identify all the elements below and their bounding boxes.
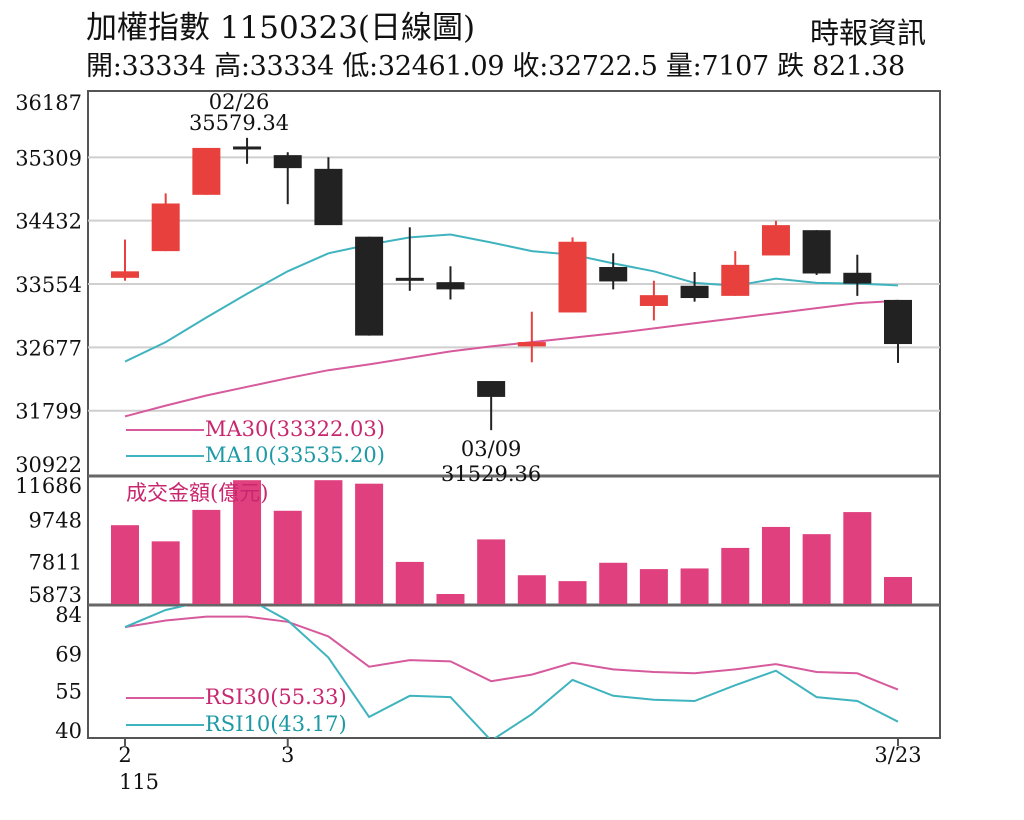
volume-bar — [355, 483, 384, 604]
candle-body — [233, 146, 262, 150]
volume-bar — [477, 539, 506, 604]
ohlc-summary: 開:33334 高:33334 低:32461.09 收:32722.5 量:7… — [86, 51, 905, 82]
volume-bar — [802, 534, 831, 604]
volume-bar — [517, 575, 546, 604]
candle-body — [273, 155, 302, 169]
price-y-tick-label: 35309 — [15, 146, 82, 170]
candle-body — [761, 225, 790, 256]
candle-body — [884, 299, 912, 345]
rsi30-line — [124, 615, 899, 691]
candle-body — [802, 230, 831, 274]
price-y-tick-label: 30922 — [15, 453, 82, 477]
candle-body — [355, 236, 384, 336]
candle-body — [477, 381, 506, 397]
volume-panel: 11686 9748 7811 5873 成交金額(億元) — [15, 474, 912, 607]
volume-bar — [721, 547, 750, 604]
volume-bar — [680, 568, 709, 604]
volume-panel-title: 成交金額(億元) — [126, 481, 268, 505]
high-annotation-value: 35579.34 — [189, 111, 289, 135]
candle-body — [192, 147, 221, 195]
volume-bar — [111, 525, 139, 604]
low-annotation-value: 31529.36 — [441, 462, 541, 486]
rsi-y-tick-label: 55 — [55, 679, 82, 703]
x-axis: 2 115 3 3/23 — [118, 738, 922, 794]
volume-y-tick-label: 9748 — [29, 508, 82, 532]
price-y-tick-label: 36187 — [15, 91, 82, 115]
chart-frame — [87, 90, 941, 739]
ma10-line — [124, 233, 899, 363]
volume-bar — [192, 509, 221, 604]
volume-bar — [436, 594, 465, 604]
legend-rsi10: RSI10(43.17) — [205, 712, 347, 736]
volume-bar — [151, 541, 180, 604]
low-annotation-date: 03/09 — [461, 437, 522, 461]
volume-bar — [884, 576, 912, 604]
candle-body — [680, 285, 709, 299]
candle-body — [436, 282, 465, 290]
candle-body — [599, 267, 628, 282]
chart-title: 加權指數 1150323(日線圖) — [86, 10, 476, 46]
plot-border — [87, 90, 941, 739]
legend-ma30: MA30(33322.03) — [205, 417, 385, 441]
volume-bar — [233, 480, 262, 604]
price-y-tick-label: 33554 — [15, 273, 82, 297]
candle-body — [558, 241, 587, 313]
volume-bar — [843, 512, 872, 604]
candle-body — [111, 271, 139, 278]
volume-y-tick-label: 11686 — [15, 474, 82, 498]
rsi-panel: 84 69 55 40 RSI30(55.33) RSI10(43.17) — [55, 603, 899, 743]
x-tick-label: 3 — [281, 743, 294, 767]
high-annotation-date: 02/26 — [209, 90, 270, 114]
price-panel: 36187 35309 34432 33554 32677 31799 30922 02/26… — [15, 90, 940, 486]
volume-bar — [273, 510, 302, 604]
volume-y-tick-label: 7811 — [29, 551, 82, 575]
legend-rsi30: RSI30(55.33) — [205, 685, 347, 709]
volume-bar — [761, 526, 790, 604]
candle-body — [151, 203, 180, 252]
volume-bar — [599, 562, 628, 604]
volume-bar — [395, 561, 424, 604]
rsi-y-tick-label: 84 — [55, 603, 82, 627]
candle-body — [517, 342, 546, 347]
candle-body — [314, 168, 343, 226]
candle-body — [395, 277, 424, 281]
rsi10-line — [124, 606, 899, 738]
candle-body — [639, 295, 668, 306]
price-y-tick-label: 31799 — [15, 400, 82, 424]
volume-y-tick-label: 5873 — [29, 583, 82, 607]
candle-body — [721, 264, 750, 296]
price-y-tick-label: 34432 — [15, 210, 82, 234]
candle-body — [843, 272, 872, 284]
x-tick-label: 3/23 — [874, 743, 921, 767]
data-source: 時報資訊 — [810, 16, 927, 50]
x-tick-sublabel: 115 — [119, 770, 159, 794]
ma30-line — [124, 299, 899, 418]
x-tick-label: 2 — [118, 743, 131, 767]
rsi-y-tick-label: 40 — [55, 719, 82, 743]
price-y-tick-label: 32677 — [15, 336, 82, 360]
volume-bar — [558, 581, 587, 604]
legend-ma10: MA10(33535.20) — [205, 443, 385, 467]
volume-bar — [314, 480, 343, 604]
volume-bar — [639, 569, 668, 604]
rsi-y-tick-label: 69 — [55, 643, 82, 667]
